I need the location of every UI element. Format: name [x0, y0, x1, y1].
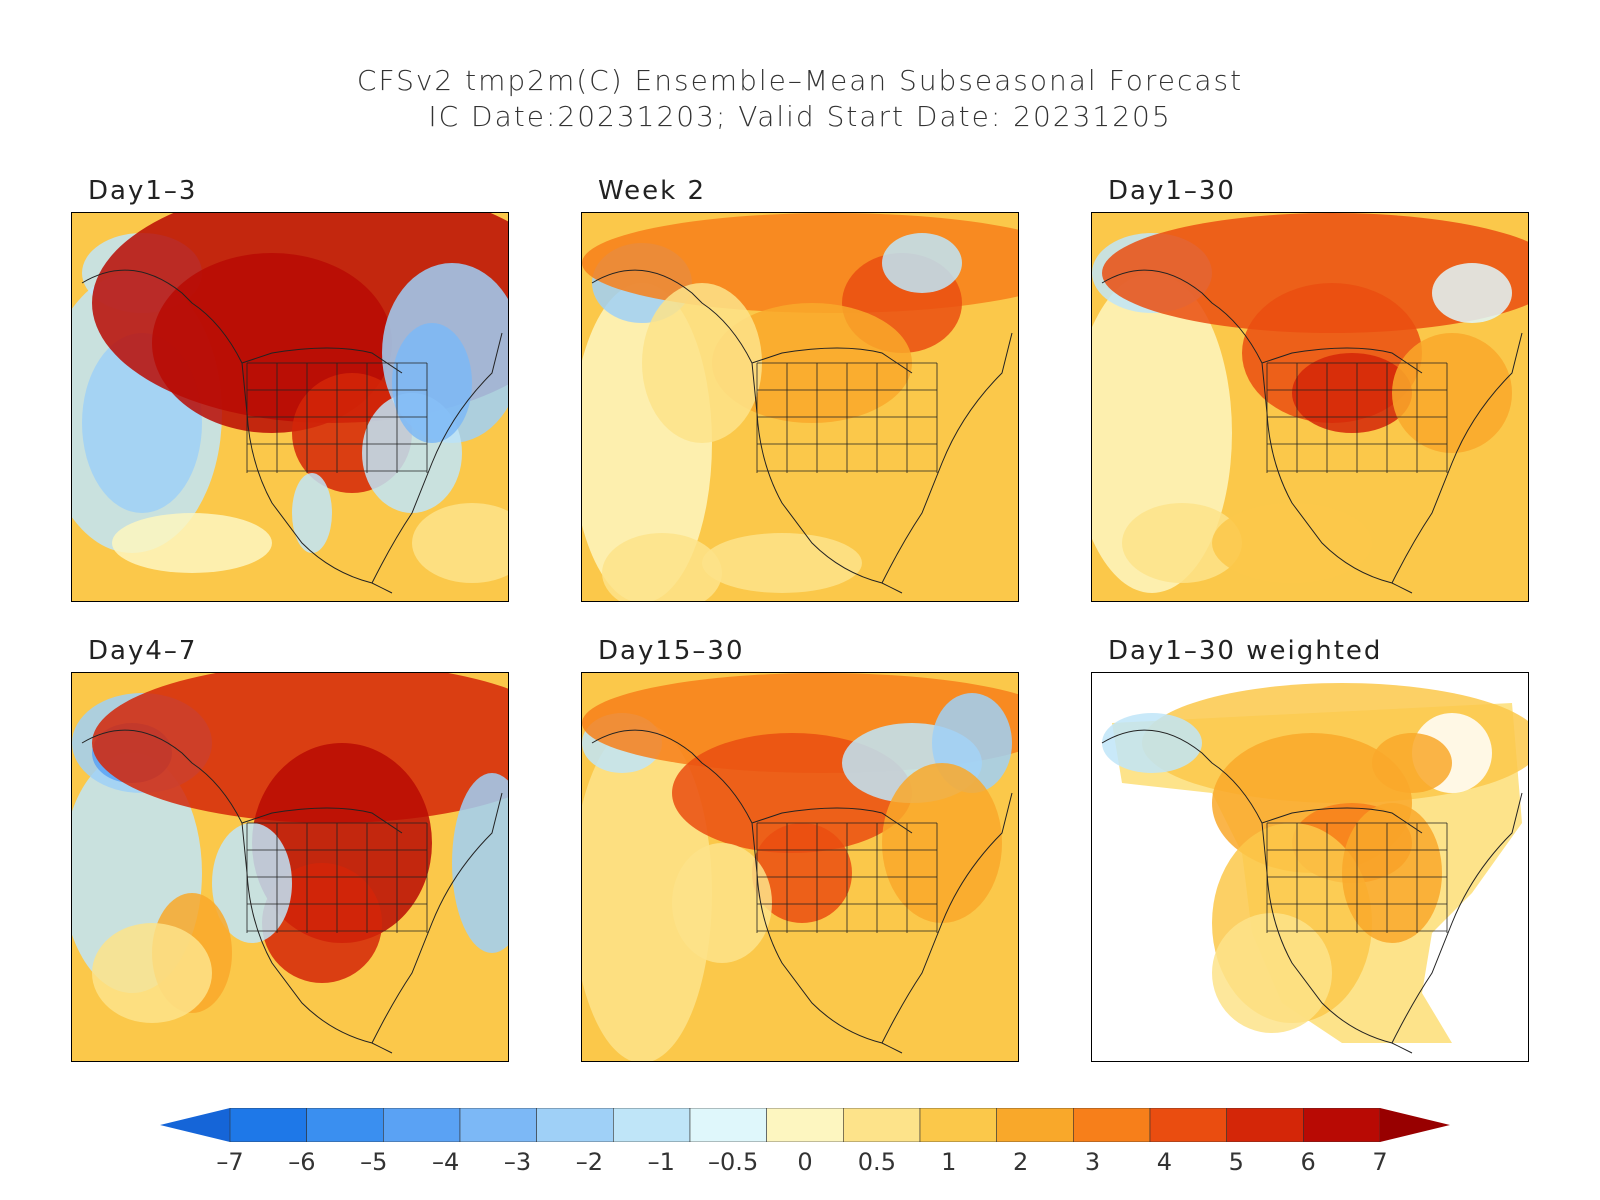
colorbar-tick-label: 3	[1084, 1148, 1101, 1176]
colorbar-tick-label: 1	[941, 1148, 957, 1176]
panel-label-day15-30: Day15–30	[598, 636, 745, 666]
temperature-anomaly-map	[72, 213, 508, 601]
colorbar-tick-label: –0.5	[708, 1148, 759, 1176]
anomaly-region	[292, 473, 332, 553]
state-boundaries	[246, 362, 428, 473]
colorbar-tick-label: 5	[1228, 1148, 1244, 1176]
map-panel-day15-30	[581, 672, 1019, 1062]
map-panel-day4-7	[71, 672, 509, 1062]
colorbar-segment	[613, 1108, 691, 1142]
anomaly-region	[112, 513, 272, 573]
temperature-anomaly-map	[1092, 673, 1528, 1061]
colorbar-segment	[306, 1108, 384, 1142]
colorbar-tick-label: –4	[431, 1148, 460, 1176]
anomaly-region	[1122, 503, 1242, 583]
anomaly-region	[702, 533, 862, 593]
colorbar-tick-label: –5	[360, 1148, 388, 1176]
colorbar-tick-label: 7	[1372, 1148, 1388, 1176]
colorbar-tick-label: –3	[503, 1148, 532, 1176]
temperature-anomaly-map	[1092, 213, 1528, 601]
colorbar-tick-label: 2	[1012, 1148, 1029, 1176]
map-panel-day1-30	[1091, 212, 1529, 602]
colorbar-segment	[996, 1108, 1074, 1142]
anomaly-region	[602, 533, 722, 601]
temperature-anomaly-map	[72, 673, 508, 1061]
colorbar-segment	[766, 1108, 844, 1142]
panel-label-day4-7: Day4–7	[88, 636, 198, 666]
anomaly-region	[1102, 213, 1528, 333]
colorbar-tick-label: –7	[216, 1148, 244, 1176]
anomaly-region	[882, 763, 1002, 923]
panel-label-day1-30: Day1–30	[1108, 176, 1236, 206]
colorbar-segment	[1226, 1108, 1304, 1142]
state-boundaries	[756, 822, 938, 933]
colorbar-tick-label: –1	[647, 1148, 675, 1176]
anomaly-region	[1432, 263, 1512, 323]
anomaly-region	[1292, 353, 1412, 433]
anomaly-region	[1212, 503, 1372, 583]
anomaly-region	[212, 823, 292, 943]
panel-label-week2: Week 2	[598, 176, 707, 206]
temperature-anomaly-map	[582, 673, 1018, 1061]
colorbar-segment	[1073, 1108, 1151, 1142]
colorbar-tick-label: –2	[575, 1148, 604, 1176]
state-boundaries	[1266, 822, 1448, 933]
colorbar	[160, 1108, 1450, 1142]
anomaly-region	[262, 863, 382, 983]
temperature-anomaly-map	[582, 213, 1018, 601]
colorbar-max-arrow	[1380, 1108, 1450, 1142]
colorbar-tick-label: 4	[1156, 1148, 1173, 1176]
figure-title-line-2: IC Date:20231203; Valid Start Date: 2023…	[428, 100, 1172, 133]
map-panel-day1-30-weighted	[1091, 672, 1529, 1062]
state-boundaries	[756, 362, 938, 473]
state-boundaries	[246, 822, 428, 933]
anomaly-region	[1372, 733, 1452, 793]
colorbar-tick-label: 6	[1300, 1148, 1316, 1176]
colorbar-tick-label: –6	[288, 1148, 316, 1176]
anomaly-region	[1212, 913, 1332, 1033]
colorbar-segment	[536, 1108, 614, 1142]
colorbar-segment	[1303, 1108, 1381, 1142]
anomaly-region	[642, 283, 762, 443]
colorbar-segment	[383, 1108, 461, 1142]
anomaly-region	[92, 923, 212, 1023]
colorbar-segment	[689, 1108, 767, 1142]
anomaly-region	[412, 503, 508, 583]
map-panel-day1-3	[71, 212, 509, 602]
colorbar-tick-label: 0.5	[857, 1148, 896, 1176]
anomaly-region	[882, 233, 962, 293]
anomaly-region	[392, 323, 472, 443]
colorbar-tick-label: 0	[797, 1148, 813, 1176]
figure-title-line-1: CFSv2 tmp2m(C) Ensemble–Mean Subseasonal…	[356, 64, 1244, 97]
colorbar-segment	[459, 1108, 537, 1142]
colorbar-segment	[843, 1108, 921, 1142]
panel-label-day1-30-weighted: Day1–30 weighted	[1108, 636, 1383, 666]
panel-label-day1-3: Day1–3	[88, 176, 198, 206]
colorbar-segment	[1149, 1108, 1227, 1142]
anomaly-region	[752, 823, 852, 923]
anomaly-region	[672, 843, 772, 963]
colorbar-segment	[229, 1108, 307, 1142]
map-panel-week2	[581, 212, 1019, 602]
colorbar-min-arrow	[160, 1108, 230, 1142]
anomaly-region	[452, 773, 508, 953]
state-boundaries	[1266, 362, 1448, 473]
anomaly-region	[1102, 713, 1202, 773]
colorbar-segment	[919, 1108, 997, 1142]
